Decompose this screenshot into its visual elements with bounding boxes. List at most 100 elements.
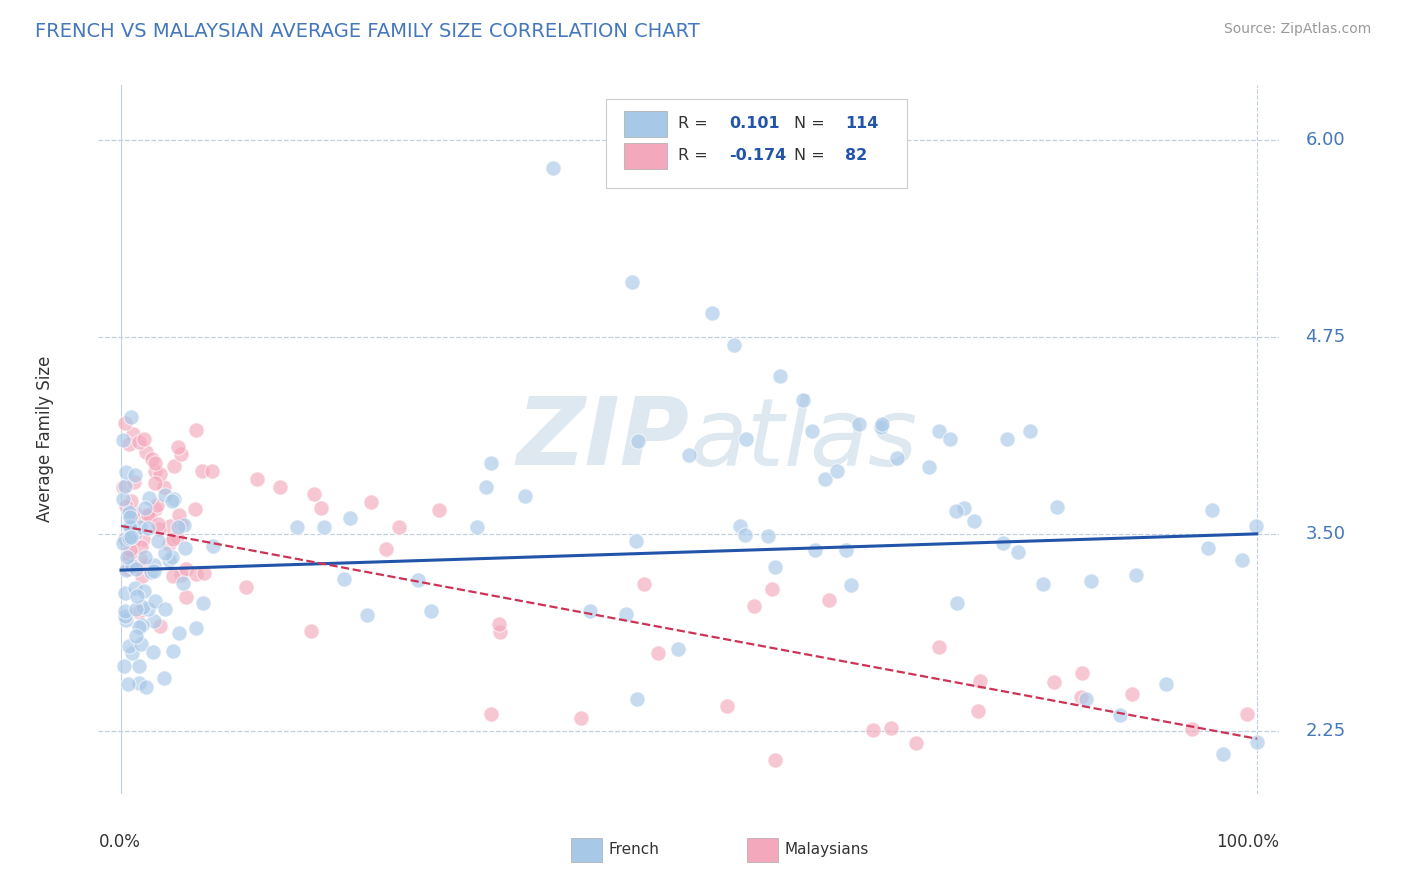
Point: [122, 505, 145, 519]
Point: [1109, 708, 1132, 723]
Point: [145, 502, 167, 516]
Point: [112, 433, 135, 447]
Point: [848, 417, 870, 431]
Point: [120, 410, 142, 425]
Point: [114, 532, 136, 546]
Point: [114, 479, 136, 493]
Point: [125, 602, 148, 616]
Point: [818, 592, 841, 607]
Point: [129, 509, 152, 524]
Point: [201, 464, 224, 478]
Point: [991, 536, 1014, 550]
Text: 100.0%: 100.0%: [1216, 833, 1279, 851]
Point: [166, 520, 188, 534]
Point: [118, 505, 141, 519]
Point: [142, 564, 165, 578]
Point: [1043, 675, 1066, 690]
Point: [647, 646, 669, 660]
Point: [131, 618, 153, 632]
Point: [804, 542, 827, 557]
Point: [763, 560, 786, 574]
Point: [114, 499, 136, 513]
Point: [118, 518, 141, 533]
Point: [138, 520, 160, 534]
Text: -0.174: -0.174: [730, 148, 786, 163]
Point: [269, 480, 291, 494]
Point: [128, 605, 150, 619]
Point: [114, 563, 136, 577]
Text: Source: ZipAtlas.com: Source: ZipAtlas.com: [1223, 22, 1371, 37]
Point: [479, 706, 502, 721]
Point: [184, 621, 207, 635]
Point: [839, 578, 862, 592]
Text: French: French: [609, 842, 659, 856]
Point: [963, 515, 986, 529]
Text: 82: 82: [845, 148, 868, 163]
Point: [112, 658, 135, 673]
Point: [191, 464, 214, 478]
Point: [125, 589, 148, 603]
Point: [132, 532, 155, 546]
FancyBboxPatch shape: [624, 143, 666, 169]
Point: [157, 536, 180, 550]
Point: [132, 600, 155, 615]
Point: [141, 565, 163, 579]
Point: [149, 467, 172, 482]
Text: 3.50: 3.50: [1305, 524, 1346, 543]
Point: [734, 433, 756, 447]
Point: [614, 607, 637, 622]
Point: [1236, 706, 1258, 721]
Text: 0.0%: 0.0%: [98, 833, 141, 851]
Point: [135, 445, 157, 459]
Point: [314, 520, 336, 534]
Point: [117, 549, 139, 564]
Point: [969, 673, 991, 688]
Point: [1154, 676, 1177, 690]
Point: [173, 518, 195, 533]
Point: [122, 533, 145, 547]
Point: [143, 456, 166, 470]
Point: [120, 546, 142, 560]
Text: Malaysians: Malaysians: [785, 842, 869, 856]
Point: [162, 532, 184, 546]
Point: [1125, 568, 1147, 582]
Point: [148, 522, 170, 536]
Point: [112, 536, 135, 550]
Point: [184, 501, 207, 516]
Point: [120, 528, 142, 542]
Point: [143, 558, 166, 573]
Point: [953, 501, 976, 516]
Point: [138, 491, 160, 505]
Point: [193, 566, 215, 581]
Point: [1080, 574, 1102, 589]
Point: [118, 510, 141, 524]
Point: [869, 420, 891, 434]
Point: [135, 680, 157, 694]
Text: R =: R =: [678, 116, 713, 131]
Point: [124, 468, 146, 483]
Point: [114, 604, 136, 618]
Point: [624, 534, 647, 549]
Point: [360, 495, 382, 509]
Text: 6.00: 6.00: [1305, 131, 1346, 149]
Point: [621, 275, 644, 289]
Point: [184, 423, 207, 437]
Point: [128, 620, 150, 634]
Point: [488, 617, 510, 632]
Point: [201, 539, 224, 553]
Point: [136, 602, 159, 616]
Point: [1070, 690, 1092, 705]
Text: R =: R =: [678, 148, 713, 163]
Point: [114, 609, 136, 624]
Point: [302, 487, 325, 501]
Point: [235, 580, 257, 594]
Point: [870, 417, 893, 431]
Point: [143, 475, 166, 490]
Point: [142, 645, 165, 659]
Point: [114, 416, 136, 430]
Point: [173, 541, 195, 556]
Point: [120, 530, 142, 544]
Point: [388, 520, 411, 534]
Point: [121, 558, 143, 573]
Point: [678, 448, 700, 462]
